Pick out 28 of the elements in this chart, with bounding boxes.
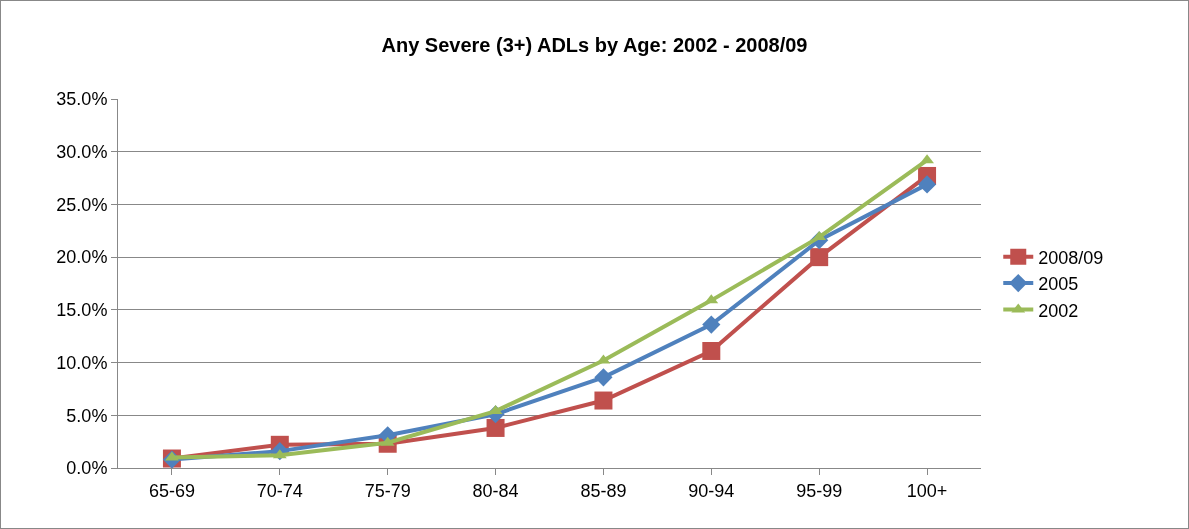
- chart-title: Any Severe (3+) ADLs by Age: 2002 - 2008/09: [381, 33, 808, 56]
- point: [920, 154, 934, 164]
- legend-label: 2002: [1038, 300, 1079, 321]
- point: [486, 418, 505, 437]
- point: [594, 368, 613, 387]
- y-tick-label: 5.0%: [66, 405, 108, 426]
- y-tick-label: 30.0%: [56, 142, 108, 163]
- y-tick-label: 35.0%: [56, 89, 108, 110]
- y-tick-label: 20.0%: [56, 247, 108, 268]
- x-tick-label: 95-99: [796, 480, 843, 501]
- x-tick-label: 85-89: [580, 480, 627, 501]
- y-tick-label: 15.0%: [56, 300, 108, 321]
- point: [702, 315, 721, 334]
- point: [810, 248, 829, 267]
- point: [702, 341, 721, 360]
- point: [917, 175, 937, 194]
- y-tick-label: 10.0%: [56, 352, 108, 373]
- y-tick-label: 25.0%: [56, 194, 108, 215]
- x-tick-label: 90-94: [688, 480, 735, 501]
- x-tick-label: 70-74: [256, 480, 303, 501]
- point: [594, 391, 613, 410]
- legend-label: 2008/09: [1038, 247, 1104, 268]
- y-tick-label: 0.0%: [66, 458, 108, 479]
- x-tick-label: 80-84: [472, 480, 519, 501]
- x-tick-label: 65-69: [148, 480, 195, 501]
- x-tick-label: 100+: [906, 480, 948, 501]
- legend-label: 2005: [1038, 274, 1079, 295]
- x-tick-label: 75-79: [364, 480, 411, 501]
